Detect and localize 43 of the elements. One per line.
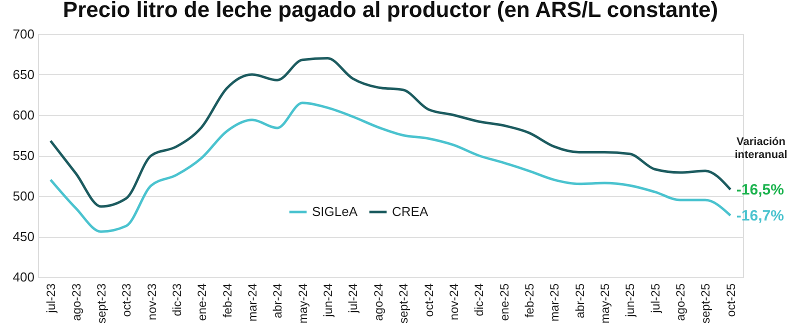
x-tick-label: ago-25 bbox=[674, 283, 688, 321]
y-tick-label: 450 bbox=[12, 229, 34, 244]
y-tick-label: 650 bbox=[12, 67, 34, 82]
annotation: -16,7% bbox=[736, 207, 784, 224]
x-tick-label: ene-25 bbox=[497, 283, 512, 321]
x-tick-label: dic-24 bbox=[472, 283, 486, 316]
x-tick-label: may-24 bbox=[296, 283, 310, 324]
x-tick-label: sept-25 bbox=[698, 283, 713, 324]
annotation: -16,5% bbox=[736, 182, 784, 199]
x-tick-label: oct-24 bbox=[422, 283, 436, 317]
x-tick-label: jul-24 bbox=[346, 283, 360, 314]
x-tick-label: ago-24 bbox=[371, 283, 386, 321]
y-tick-label: 500 bbox=[12, 188, 34, 204]
y-tick-label: 600 bbox=[12, 108, 34, 122]
y-tick-label: 400 bbox=[12, 270, 34, 284]
x-tick-label: mar-25 bbox=[548, 283, 562, 322]
y-tick-label: 700 bbox=[12, 26, 34, 42]
x-tick-label: feb-24 bbox=[220, 283, 234, 318]
x-tick-label: may-25 bbox=[598, 283, 612, 324]
y-tick-label: 550 bbox=[12, 148, 34, 163]
legend-label: CREA bbox=[392, 204, 428, 219]
x-tick-label: oct-23 bbox=[120, 283, 134, 317]
x-tick-label: oct-25 bbox=[724, 283, 738, 317]
x-tick-label: jul-25 bbox=[648, 283, 662, 314]
x-tick-label: jul-23 bbox=[44, 283, 58, 314]
x-tick-label: jun-24 bbox=[321, 283, 336, 318]
x-tick-label: jun-25 bbox=[623, 283, 638, 318]
x-tick-label: ago-23 bbox=[69, 283, 84, 321]
x-tick-label: abr-24 bbox=[270, 283, 285, 318]
x-tick-label: ene-24 bbox=[195, 283, 210, 321]
x-tick-label: nov-24 bbox=[446, 283, 461, 320]
x-tick-label: sept-23 bbox=[94, 283, 108, 324]
x-tick-label: feb-25 bbox=[522, 283, 536, 318]
x-tick-label: abr-25 bbox=[572, 283, 587, 318]
x-tick-label: nov-23 bbox=[144, 283, 159, 320]
x-tick-label: sept-24 bbox=[396, 283, 411, 324]
x-tick-label: dic-23 bbox=[170, 283, 184, 316]
line-series bbox=[49, 102, 732, 233]
legend-label: SIGLeA bbox=[312, 204, 358, 219]
line-series bbox=[49, 57, 732, 208]
annotation: Variación interanual bbox=[734, 136, 788, 161]
x-tick-label: mar-24 bbox=[246, 283, 260, 322]
chart-title: Precio litro de leche pagado al productor (en ARS/L constante) bbox=[62, 0, 718, 22]
